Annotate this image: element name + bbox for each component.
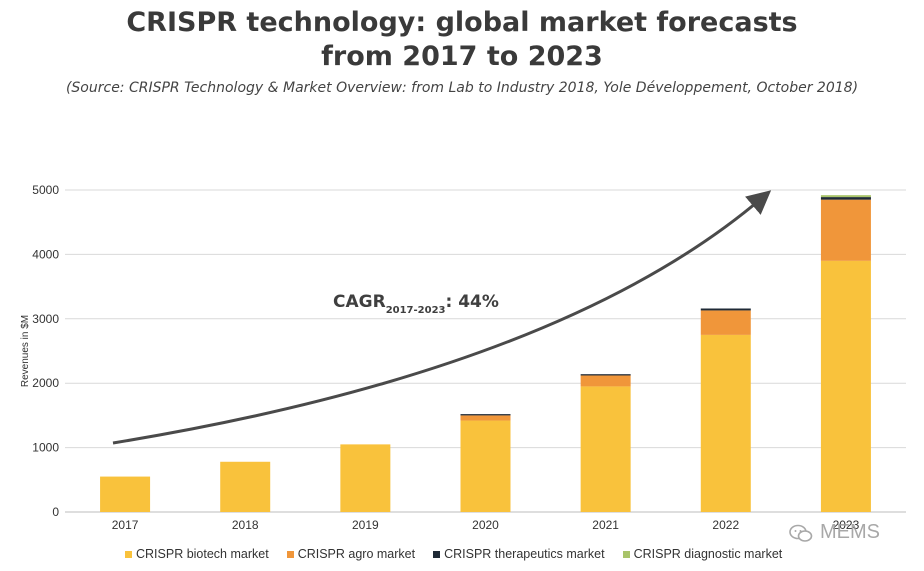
x-tick-label: 2023 xyxy=(833,518,860,532)
bar-segment xyxy=(820,260,871,512)
grid xyxy=(65,189,906,513)
bar-segment xyxy=(580,386,631,512)
bar-segment xyxy=(220,461,271,512)
bars xyxy=(100,195,871,512)
chart-title-line2: from 2017 to 2023 xyxy=(321,41,603,72)
y-tick-label: 3000 xyxy=(32,312,59,326)
x-tick-label: 2019 xyxy=(352,518,379,532)
bar-segment xyxy=(340,444,391,512)
chart-title-line1: CRISPR technology: global market forecas… xyxy=(126,7,798,38)
chart-area: 0 1000 2000 3000 4000 5000 Revenues in $M 2017 2… xyxy=(20,183,906,532)
watermark-text: MEMS xyxy=(820,521,880,543)
legend-item-biotech: CRISPR biotech market xyxy=(125,547,269,561)
watermark: MEMS xyxy=(788,521,880,544)
legend: CRISPR biotech market CRISPR agro market… xyxy=(125,545,800,563)
legend-label: CRISPR diagnostic market xyxy=(633,547,783,561)
wechat-icon xyxy=(789,524,813,542)
cagr-value: : 44% xyxy=(446,292,499,312)
axes: 0 1000 2000 3000 4000 5000 Revenues in $M 2017 2… xyxy=(20,183,860,532)
legend-item-diagnostic: CRISPR diagnostic market xyxy=(622,547,783,561)
bar-segment xyxy=(460,420,511,512)
legend-swatch xyxy=(433,550,441,558)
source-note: (Source: CRISPR Technology & Market Over… xyxy=(65,80,859,96)
y-tick-label: 0 xyxy=(52,505,59,519)
y-axis-label: Revenues in $M xyxy=(20,315,31,387)
cagr-annotation: CAGR2017-2023: 44% xyxy=(333,292,499,316)
y-tick-label: 4000 xyxy=(32,247,59,261)
chart-title: CRISPR technology: global market forecas… xyxy=(0,6,924,74)
legend-item-agro: CRISPR agro market xyxy=(286,547,416,561)
x-tick-label: 2020 xyxy=(472,518,499,532)
legend-label: CRISPR biotech market xyxy=(136,547,269,561)
bar-segment xyxy=(460,415,511,421)
y-tick-label: 1000 xyxy=(32,441,59,455)
bar-segment xyxy=(580,375,631,387)
bar-segment xyxy=(580,374,631,376)
legend-swatch xyxy=(286,550,294,558)
x-tick-label: 2017 xyxy=(112,518,139,532)
bar-segment xyxy=(820,199,871,261)
cagr-period: 2017-2023 xyxy=(386,305,446,316)
bar-segment xyxy=(700,334,751,512)
bar-segment xyxy=(100,476,151,512)
bar-segment xyxy=(700,310,751,335)
bar-segment xyxy=(700,308,751,311)
x-tick-label: 2022 xyxy=(712,518,739,532)
legend-label: CRISPR therapeutics market xyxy=(444,547,605,561)
legend-item-therapeutics: CRISPR therapeutics market xyxy=(433,547,605,561)
bar-segment xyxy=(460,414,511,416)
bar-segment xyxy=(820,197,871,200)
x-tick-label: 2021 xyxy=(592,518,619,532)
bar-segment xyxy=(820,195,871,198)
x-tick-label: 2018 xyxy=(232,518,259,532)
y-tick-label: 2000 xyxy=(32,376,59,390)
legend-swatch xyxy=(125,550,132,558)
y-tick-label: 5000 xyxy=(32,183,59,197)
growth-arrow-icon xyxy=(112,190,772,445)
legend-label: CRISPR agro market xyxy=(297,547,416,561)
cagr-label: CAGR xyxy=(333,292,386,312)
legend-swatch xyxy=(622,550,630,558)
